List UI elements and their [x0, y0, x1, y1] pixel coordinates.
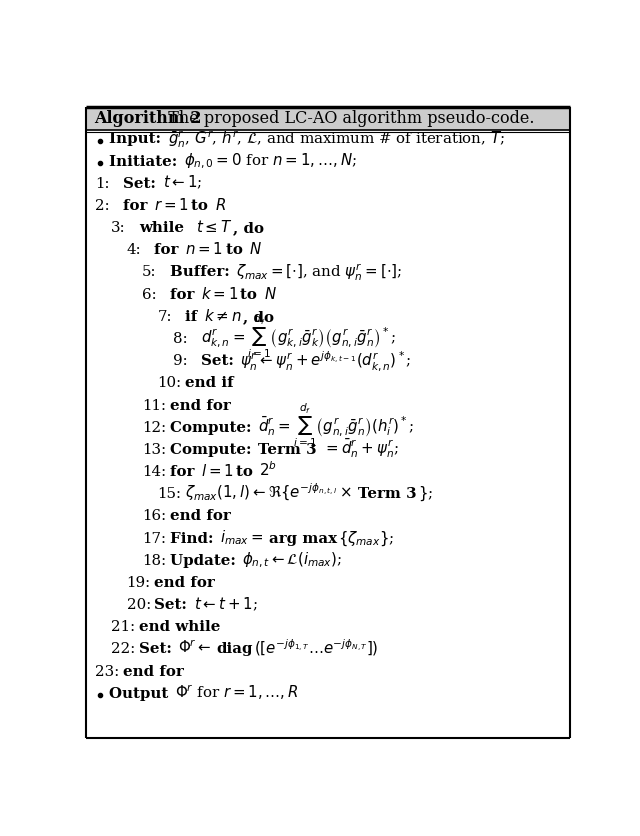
Text: to: to [191, 199, 214, 213]
Text: , do: , do [233, 222, 264, 235]
Text: 14:: 14: [142, 465, 166, 479]
Text: $\zeta_{max} = [\cdot]$, and $\psi_n^r = [\cdot]$;: $\zeta_{max} = [\cdot]$, and $\psi_n^r =… [236, 261, 403, 283]
Text: Set:: Set: [201, 354, 239, 368]
Text: Input:: Input: [109, 132, 166, 146]
Text: 15:: 15: [157, 487, 182, 502]
Text: 21:: 21: [111, 620, 135, 635]
Text: 10:: 10: [157, 376, 182, 390]
Text: Term 3: Term 3 [358, 487, 417, 502]
Text: $k \neq n$: $k \neq n$ [204, 308, 242, 324]
Text: Compute:: Compute: [170, 421, 257, 435]
Text: 11:: 11: [142, 399, 166, 412]
Text: 20:: 20: [127, 598, 151, 612]
Text: $\Phi^r$ for $r = 1,\ldots, R$: $\Phi^r$ for $r = 1,\ldots, R$ [175, 682, 299, 702]
Text: for: for [170, 288, 200, 302]
Text: $i_{max} = $: $i_{max} = $ [220, 528, 268, 548]
Text: $\zeta_{max}(1,l) \leftarrow \Re\{e^{-j\phi_{n,t,l}} \times$: $\zeta_{max}(1,l) \leftarrow \Re\{e^{-j\… [186, 482, 357, 503]
Text: end for: end for [124, 665, 184, 679]
Text: 13:: 13: [142, 443, 166, 457]
Text: 18:: 18: [142, 553, 166, 568]
Text: 19:: 19: [127, 576, 150, 590]
Text: $\phi_{n,0} = 0$ for $n = 1,\ldots,N$;: $\phi_{n,0} = 0$ for $n = 1,\ldots,N$; [184, 152, 357, 171]
Text: $n = 1$: $n = 1$ [185, 242, 225, 257]
Text: Term 3: Term 3 [258, 443, 316, 457]
Text: end while: end while [139, 620, 220, 635]
Text: end if: end if [186, 376, 234, 390]
Text: Set:: Set: [139, 643, 177, 656]
Text: $N$: $N$ [264, 286, 276, 302]
Text: $\{\zeta_{max}\}$;: $\{\zeta_{max}\}$; [338, 529, 394, 548]
Text: 2:: 2: [95, 199, 110, 213]
Text: $= \bar{d}_n^r + \psi_n^r$;: $= \bar{d}_n^r + \psi_n^r$; [317, 437, 399, 461]
Text: Update:: Update: [170, 553, 241, 568]
Text: 4:: 4: [127, 243, 141, 257]
Text: $\Phi^r \leftarrow$: $\Phi^r \leftarrow$ [178, 640, 215, 656]
Text: $d_{k,n}^r = \sum_{i=1}^{d_f}\left(g_{k,i}^r\bar{g}_k^r\right)\left(g_{n,i}^r\ba: $d_{k,n}^r = \sum_{i=1}^{d_f}\left(g_{k,… [201, 313, 396, 360]
Text: Find:: Find: [170, 532, 219, 546]
Text: $\psi_n^r \leftarrow \psi_n^r + e^{j\phi_{k,t-1}}(d_{k,n}^r)^*$;: $\psi_n^r \leftarrow \psi_n^r + e^{j\phi… [240, 349, 412, 373]
Text: $R$: $R$ [215, 197, 226, 213]
Text: 1:: 1: [95, 176, 110, 191]
Text: $([e^{-j\phi_{1,T}}\ldots e^{-j\phi_{N,T}}])$: $([e^{-j\phi_{1,T}}\ldots e^{-j\phi_{N,T… [254, 637, 379, 658]
Text: $t \leftarrow 1$;: $t \leftarrow 1$; [163, 174, 202, 191]
Text: end for: end for [154, 576, 215, 590]
Text: $r = 1$: $r = 1$ [154, 197, 190, 213]
Text: Compute:: Compute: [170, 443, 257, 457]
Text: if: if [186, 310, 203, 324]
Text: $\bar{g}_n^r$, $G^r$, $h^r$, $\mathcal{L}$, and maximum # of iteration, $T$;: $\bar{g}_n^r$, $G^r$, $h^r$, $\mathcal{L… [168, 128, 505, 150]
Text: Buffer:: Buffer: [170, 266, 235, 279]
Text: $N$: $N$ [249, 242, 262, 257]
Text: 8:: 8: [173, 332, 188, 346]
Text: 9:: 9: [173, 354, 188, 368]
Text: for: for [170, 465, 200, 479]
Text: Set:: Set: [124, 176, 161, 191]
Text: end for: end for [170, 399, 230, 412]
Text: 17:: 17: [142, 532, 166, 546]
Text: Set:: Set: [154, 598, 193, 612]
Text: , do: , do [243, 310, 274, 324]
Text: to: to [241, 288, 262, 302]
Text: for: for [154, 243, 184, 257]
Text: 16:: 16: [142, 509, 166, 523]
Text: arg max: arg max [269, 532, 337, 546]
Text: $k = 1$: $k = 1$ [201, 286, 239, 302]
Text: to: to [226, 243, 248, 257]
Text: end for: end for [170, 509, 230, 523]
Text: $t \leftarrow t+1$;: $t \leftarrow t+1$; [194, 595, 257, 613]
Text: 5:: 5: [142, 266, 157, 279]
Text: 7:: 7: [157, 310, 172, 324]
Text: Output: Output [109, 687, 174, 701]
Text: $\phi_{n,t} \leftarrow \mathcal{L}(i_{max})$;: $\phi_{n,t} \leftarrow \mathcal{L}(i_{ma… [242, 551, 342, 570]
Text: for: for [124, 199, 153, 213]
Text: 6:: 6: [142, 288, 157, 302]
Text: diag: diag [216, 643, 253, 656]
Text: Initiate:: Initiate: [109, 155, 183, 169]
Text: 12:: 12: [142, 421, 166, 435]
Text: $t \leq T$: $t \leq T$ [196, 219, 232, 235]
Text: 23:: 23: [95, 665, 120, 679]
Text: while: while [139, 222, 195, 235]
Text: $2^b$: $2^b$ [259, 461, 277, 479]
Text: 3:: 3: [111, 222, 125, 235]
Text: $\bar{d}_n^r = \sum_{i=1}^{d_f}\left(g_{n,i}^r\bar{g}_n^r\right)(h_i^r)^*$;: $\bar{d}_n^r = \sum_{i=1}^{d_f}\left(g_{… [258, 401, 414, 449]
Text: $l = 1$: $l = 1$ [201, 463, 235, 479]
Text: $\}$;: $\}$; [418, 485, 433, 503]
Text: to: to [236, 465, 258, 479]
Bar [87, 108, 570, 130]
Text: The proposed LC-AO algorithm pseudo-code.: The proposed LC-AO algorithm pseudo-code… [158, 110, 535, 127]
Text: 22:: 22: [111, 643, 135, 656]
Text: Algorithm 2: Algorithm 2 [94, 110, 202, 127]
